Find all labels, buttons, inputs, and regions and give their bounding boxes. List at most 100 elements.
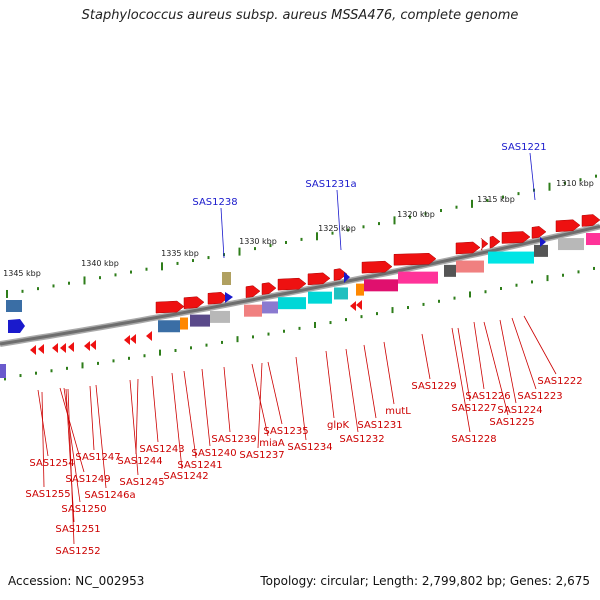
gene-label: SAS1234 <box>287 442 332 453</box>
forward-gene-arrow <box>581 214 600 227</box>
gene-label: SAS1240 <box>191 448 236 459</box>
label-leader <box>499 319 517 404</box>
scale-tick <box>564 181 566 185</box>
scale-tick <box>6 289 8 298</box>
label-leader <box>201 368 211 447</box>
scale-tick <box>176 261 179 265</box>
label-leader <box>67 388 75 545</box>
scale-tick <box>424 212 427 216</box>
scale-label: 1325 kbp <box>318 224 356 233</box>
scale-tick <box>68 281 70 285</box>
label-leader <box>65 388 75 523</box>
reverse-gene-arrow <box>90 340 96 350</box>
gene-category-block <box>158 320 180 333</box>
reverse-gene-arrow <box>68 342 74 352</box>
lower-scale-tick <box>252 335 254 339</box>
scale-tick <box>316 232 318 241</box>
gene-label: SAS1226 <box>465 391 510 402</box>
lower-scale-tick <box>97 361 99 365</box>
forward-gene-arrow <box>489 235 501 249</box>
scale-tick <box>99 276 101 280</box>
gene-category-block <box>190 314 210 327</box>
topology-summary: Topology: circular; Length: 2,799,802 bp… <box>260 574 590 588</box>
label-leader <box>129 379 139 476</box>
gene-category-block <box>222 272 231 285</box>
scale-tick <box>393 216 396 225</box>
gene-category-block <box>0 364 6 378</box>
scale-label: 1330 kbp <box>239 237 277 246</box>
label-leader <box>223 366 231 433</box>
label-leader <box>63 387 81 503</box>
lower-scale-tick <box>267 332 270 336</box>
lower-scale-tick <box>298 326 301 330</box>
gene-category-block <box>534 244 548 257</box>
scale-label: 1335 kbp <box>161 249 199 258</box>
gene-label: SAS1237 <box>239 450 284 461</box>
scale-tick <box>440 209 442 213</box>
accession-text: Accession: NC_002953 <box>8 574 145 588</box>
scale-tick <box>548 182 551 191</box>
scale-tick <box>269 244 272 248</box>
gene-category-block <box>210 310 230 323</box>
scale-tick <box>254 247 256 251</box>
gene-category-block <box>398 271 438 284</box>
reverse-gene-arrow <box>38 344 44 354</box>
scale-tick <box>595 174 597 178</box>
scale-tick <box>347 228 349 232</box>
lower-scale-tick <box>453 296 456 300</box>
gene-label: miaA <box>259 438 285 449</box>
lower-scale-tick <box>531 280 533 284</box>
gene-label: SAS1239 <box>211 434 256 445</box>
gene-label: mutL <box>385 406 411 417</box>
gene-label: SAS1227 <box>451 403 496 414</box>
scale-tick <box>161 262 163 271</box>
scale-tick <box>331 231 334 235</box>
scale-tick <box>238 247 241 256</box>
lower-scale-tick <box>577 270 580 274</box>
gene-label: SAS1252 <box>55 546 100 557</box>
scale-tick <box>21 289 24 293</box>
gene-category-block <box>444 264 456 277</box>
forward-gene-arrow <box>245 285 261 298</box>
label-leader <box>421 333 431 380</box>
gene-category-block <box>180 317 188 330</box>
gene-label: SAS1251 <box>55 524 100 535</box>
lower-scale-tick <box>376 312 378 316</box>
forward-gene-arrow <box>361 260 393 274</box>
scale-label: 1345 kbp <box>3 269 41 278</box>
label-leader <box>473 321 485 390</box>
scale-tick <box>145 267 148 271</box>
lower-scale-tick <box>391 307 394 314</box>
forward-gene-arrow <box>333 268 348 281</box>
gene-label: SAS1255 <box>25 489 70 500</box>
feature-marker <box>344 272 350 283</box>
label-leader <box>363 344 377 419</box>
gene-category-block <box>244 304 262 317</box>
scale-label: 1340 kbp <box>81 259 119 268</box>
lower-scale-tick <box>422 302 425 306</box>
reverse-gene-arrow <box>350 301 356 311</box>
gene-category-block <box>356 283 364 296</box>
label-leader <box>345 348 359 433</box>
forward-gene-arrow <box>455 241 481 255</box>
lower-scale-tick <box>128 356 130 360</box>
scale-label: 1310 kbp <box>556 179 594 188</box>
lower-scale-tick <box>66 366 68 370</box>
gene-label: SAS1232 <box>339 434 384 445</box>
lower-scale-tick <box>484 290 487 294</box>
scale-tick <box>455 205 458 209</box>
scale-tick <box>502 195 504 199</box>
label-leader <box>135 378 139 455</box>
label-leader <box>529 152 536 201</box>
gene-label-top: SAS1231a <box>305 179 356 190</box>
forward-gene-arrow <box>207 292 229 305</box>
scale-tick <box>378 222 380 226</box>
lower-scale-tick <box>174 348 177 352</box>
lower-scale-tick <box>314 321 316 328</box>
scale-tick <box>207 256 210 260</box>
label-leader <box>295 356 307 441</box>
label-leader <box>451 327 471 433</box>
label-leader <box>267 361 283 425</box>
scale-label: 1315 kbp <box>477 195 515 204</box>
scale-tick <box>37 287 39 291</box>
